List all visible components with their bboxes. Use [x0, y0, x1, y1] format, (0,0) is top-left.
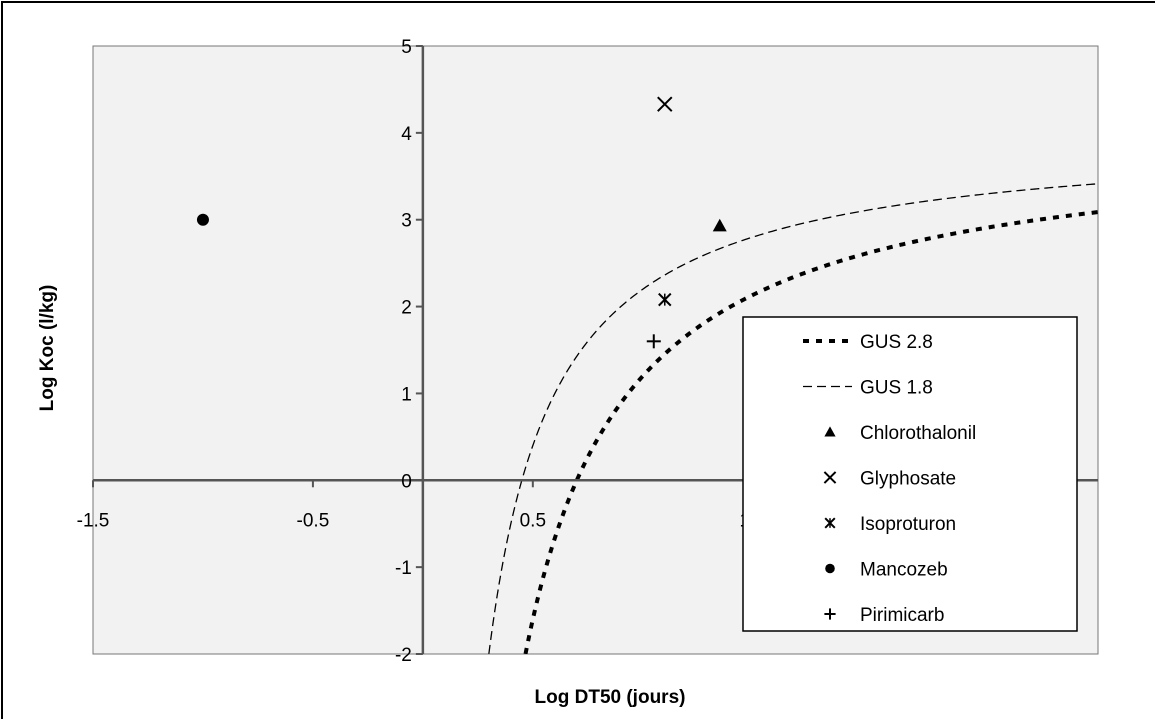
curve-gus-1-8: [488, 183, 1098, 654]
legend-marker-mancozeb: [825, 563, 835, 574]
x-axis-title: Log DT50 (jours): [535, 687, 686, 708]
legend-label: Mancozeb: [860, 560, 948, 581]
y-tick-label: 2: [401, 298, 412, 319]
legend-marker-glyphosate: [823, 471, 837, 484]
curve-gus-2-8: [523, 210, 1098, 654]
legend-label: Isoproturon: [860, 514, 956, 535]
point-mancozeb: [196, 213, 209, 226]
legend-label: Glyphosate: [860, 469, 956, 490]
legend-marker-chlorothalonil: [824, 426, 836, 437]
y-tick-label: 0: [401, 471, 412, 492]
x-tick-label: 0.5: [520, 510, 546, 531]
y-tick-label: 5: [401, 37, 412, 58]
legend-marker-isoproturon: [824, 517, 836, 529]
legend-box: [742, 316, 1078, 632]
legend: GUS 2.8 GUS 1.8 Chlorothalonil Glyphosate Is…: [742, 316, 1078, 632]
x-tick-label: -1.5: [77, 510, 110, 531]
y-tick-label: 1: [401, 384, 412, 405]
y-tick-label: -1: [395, 558, 412, 579]
y-tick-label: -2: [395, 645, 412, 666]
y-tick-label: 4: [401, 124, 412, 145]
y-tick-label: 3: [401, 211, 412, 232]
legend-marker-pirimicarb: [824, 608, 836, 620]
legend-label: Chlorothalonil: [860, 423, 976, 444]
point-chlorothalonil: [712, 218, 727, 232]
point-pirimicarb: [646, 334, 661, 349]
legend-label: GUS 2.8: [860, 332, 933, 353]
point-isoproturon: [658, 292, 672, 307]
point-glyphosate: [657, 96, 673, 112]
curves-layer: [488, 183, 1098, 654]
legend-label: Pirimicarb: [860, 605, 944, 626]
x-tick-label: -0.5: [297, 510, 330, 531]
points-layer: [196, 96, 727, 349]
legend-label: GUS 1.8: [860, 378, 933, 399]
y-axis-title: Log Koc (l/kg): [37, 285, 58, 412]
